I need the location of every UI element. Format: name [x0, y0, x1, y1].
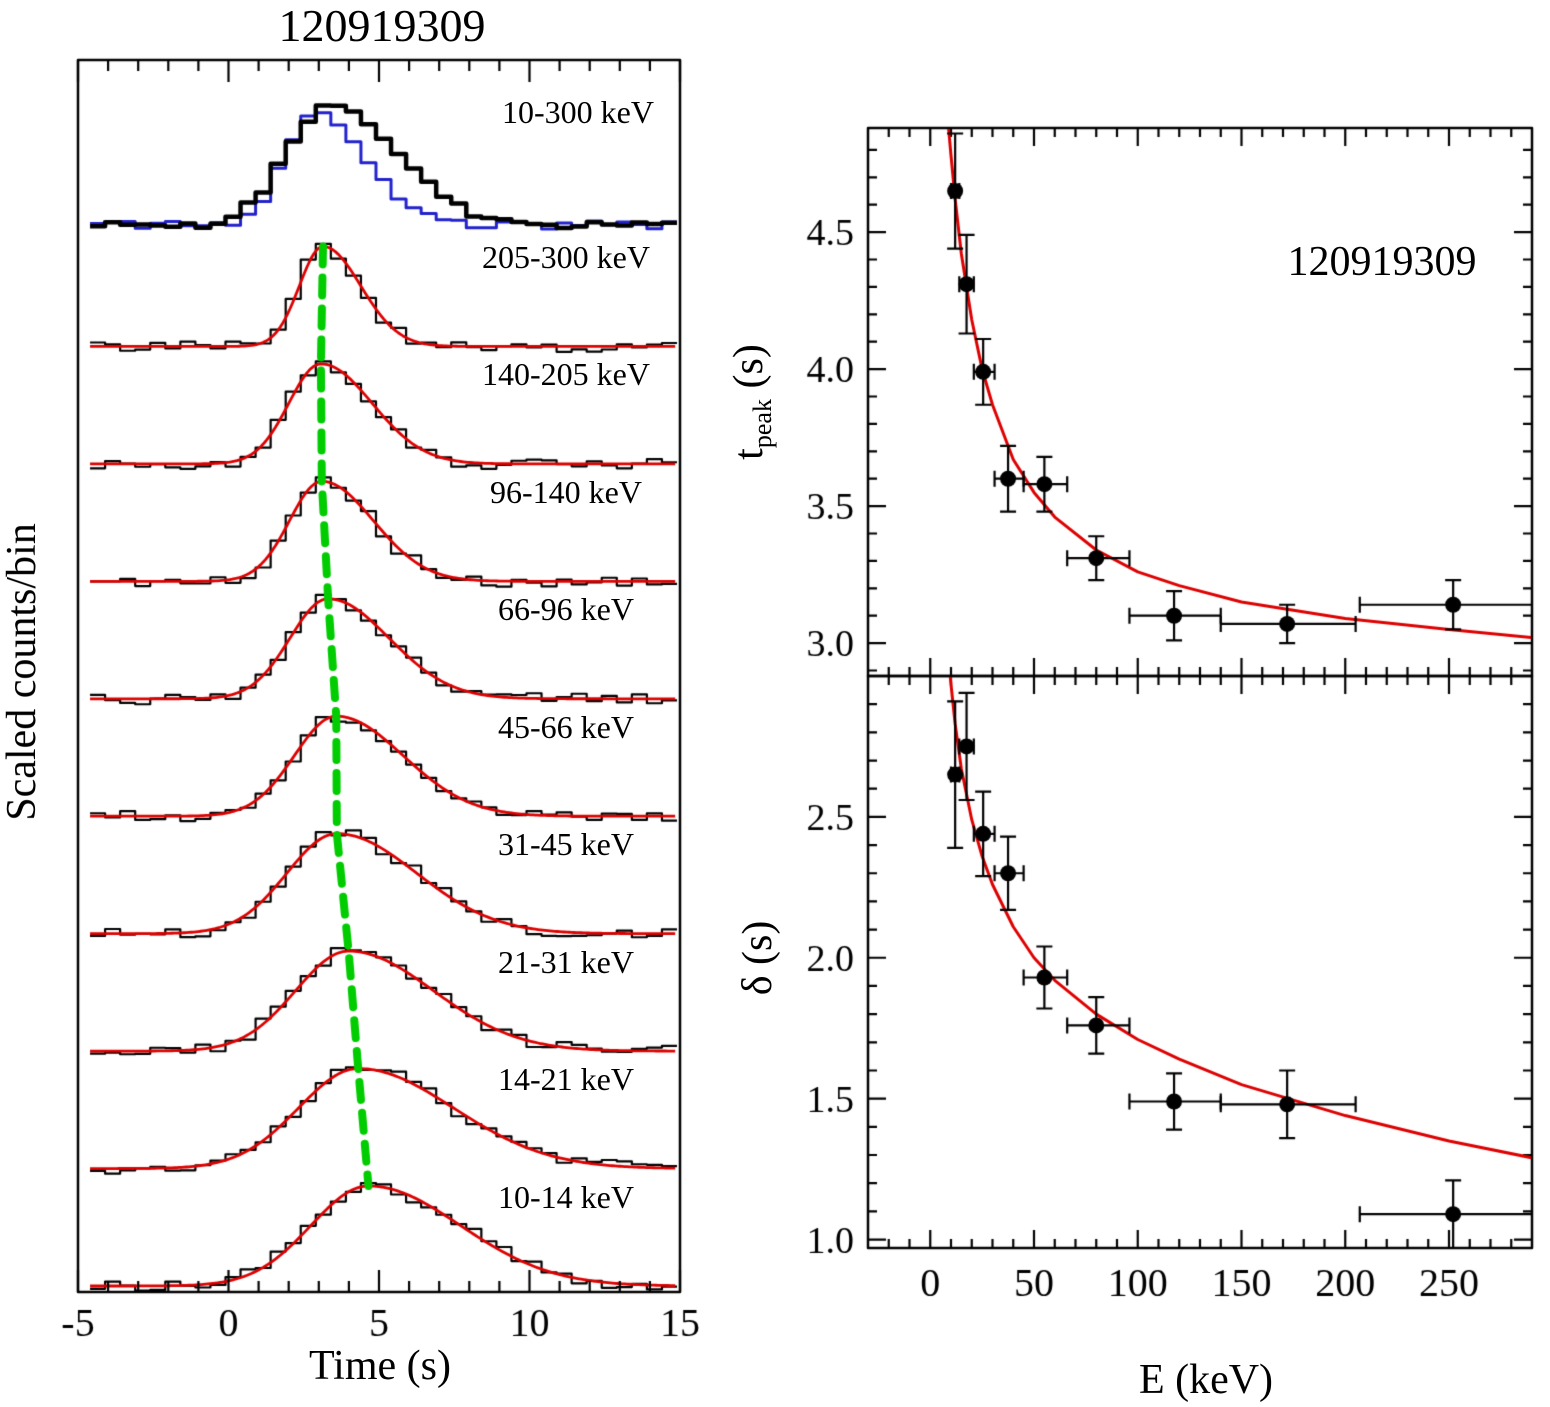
energy-band-label: 96-140 keV: [490, 473, 642, 510]
energy-band-label: 205-300 keV: [482, 239, 650, 275]
delta-axis-label: δ (s): [735, 920, 781, 996]
tpeak-axis-label-t: t: [725, 448, 772, 460]
energy-band-label: 10-300 keV: [502, 94, 654, 130]
left-xaxis-label: Time (s): [309, 1343, 451, 1389]
left-yaxis-label: Scaled counts/bin: [0, 523, 45, 821]
tpeak-axis-label: tpeak (s): [725, 344, 778, 460]
energy-band-label: 14-21 keV: [498, 1061, 634, 1098]
left-panel-title: 120919309: [278, 0, 486, 51]
tpeak-axis-label-units: (s): [725, 344, 772, 400]
energy-band-label: 10-14 keV: [498, 1178, 634, 1215]
energy-band-label: 140-205 keV: [482, 356, 650, 393]
energy-band-label: 45-66 keV: [498, 708, 634, 745]
energy-band-label: 66-96 keV: [498, 591, 634, 628]
energy-band-label: 21-31 keV: [498, 943, 634, 980]
tpeak-axis-label-sub: peak: [748, 399, 778, 449]
right-panel-annotation: 120919309: [1287, 239, 1477, 285]
energy-band-label: 31-45 keV: [498, 826, 634, 863]
right-xaxis-label: E (keV): [1138, 1357, 1274, 1403]
